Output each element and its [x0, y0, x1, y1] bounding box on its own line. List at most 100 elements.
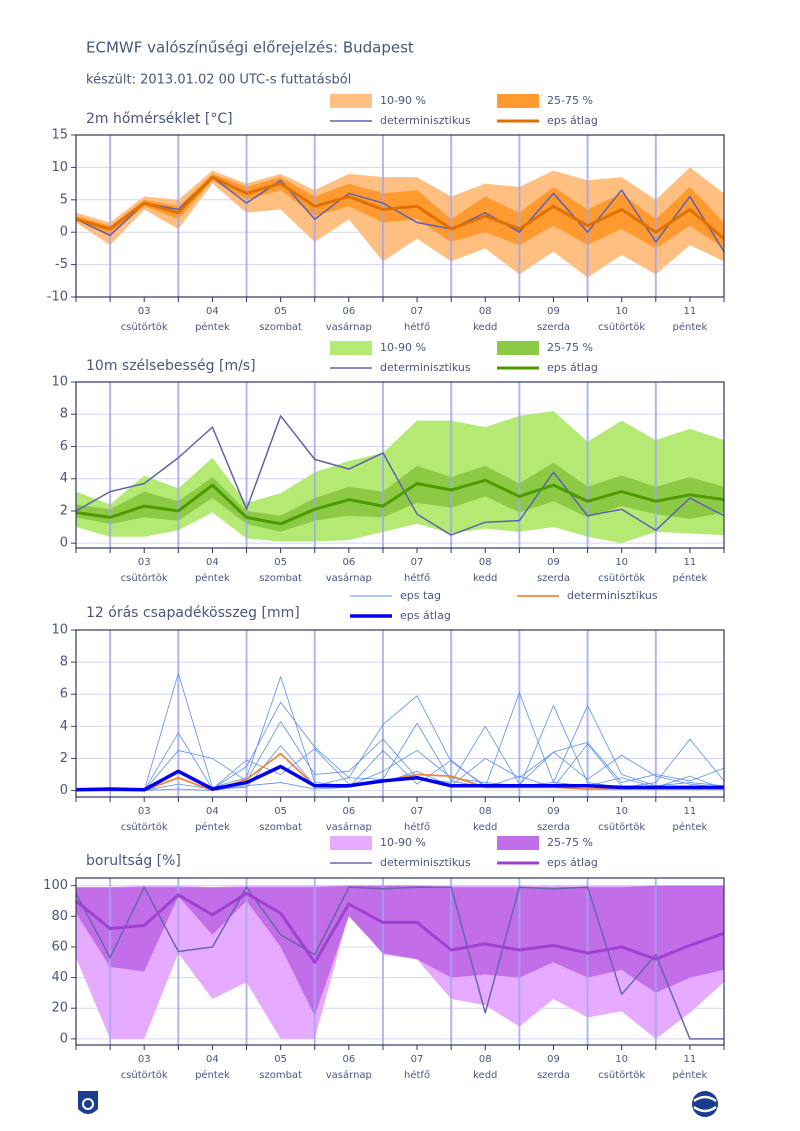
chart: 2m hőmérséklet [°C]-10-505101503csütörtö…: [47, 94, 725, 333]
legend-swatch: [497, 836, 539, 850]
x-weekday-label: hétfő: [404, 321, 430, 333]
x-weekday-label: szombat: [259, 822, 302, 833]
member-line: [75, 748, 725, 791]
y-tick-label: 6: [60, 439, 68, 454]
x-weekday-label: kedd: [473, 573, 497, 584]
x-date-label: 11: [684, 1054, 697, 1065]
x-date-label: 07: [411, 806, 424, 817]
plot-area: [75, 630, 725, 797]
member-line: [76, 721, 725, 791]
series-line: [75, 175, 725, 240]
y-tick-label: 10: [51, 375, 68, 390]
plot-area: [75, 135, 725, 297]
x-weekday-label: szerda: [537, 1070, 570, 1081]
legend-label: determinisztikus: [380, 856, 471, 869]
x-date-label: 07: [411, 557, 424, 568]
legend-label: 25-75 %: [547, 836, 593, 849]
x-date-label: 10: [615, 1054, 628, 1065]
page-subtitle: készült: 2013.01.02 00 UTC-s futtatásból: [86, 73, 351, 88]
member-line: [76, 743, 725, 791]
page-title: ECMWF valószínűségi előrejelzés: Budapes…: [86, 39, 414, 57]
plot-frame: [75, 381, 725, 549]
x-date-label: 08: [479, 1054, 492, 1065]
y-tick-label: 40: [51, 970, 68, 985]
y-tick-label: 8: [60, 407, 68, 422]
x-date-label: 09: [547, 1054, 560, 1065]
x-weekday-label: csütörtök: [598, 322, 645, 333]
x-weekday-label: szombat: [259, 1070, 302, 1081]
legend-label: 10-90 %: [380, 836, 426, 849]
legend-label: 25-75 %: [547, 94, 593, 107]
x-weekday-label: kedd: [473, 322, 497, 333]
band-area: [76, 462, 724, 532]
chart: borultság [%] 0 20 40 60 80 100 03 csütörtök 04 pé…: [43, 836, 725, 1081]
y-tick-label: 2: [60, 503, 68, 518]
x-weekday-label: kedd: [473, 1070, 497, 1081]
x-date-label: 04: [206, 557, 219, 568]
series-line: [75, 176, 725, 253]
x-date-label: 09: [547, 806, 560, 817]
x-weekday-label: csütörtök: [121, 1070, 168, 1081]
x-weekday-label: kedd: [473, 822, 497, 833]
x-date-label: 08: [479, 557, 492, 568]
y-tick-label: 4: [60, 719, 68, 734]
omsz-logo: [78, 1091, 98, 1114]
ecmwf-logo: [692, 1091, 718, 1117]
y-tick-label: 20: [51, 1001, 68, 1016]
x-date-label: 04: [206, 306, 219, 317]
legend-label: 10-90 %: [380, 341, 426, 354]
y-tick-label: 60: [51, 939, 68, 954]
x-weekday-label: csütörtök: [598, 1070, 645, 1081]
band-area: [76, 411, 724, 544]
y-tick-label: 0: [60, 783, 68, 798]
x-date-label: 10: [615, 557, 628, 568]
series-line: [75, 415, 725, 536]
x-weekday-label: csütörtök: [598, 822, 645, 833]
x-weekday-label: hétfő: [404, 1069, 430, 1081]
x-date-label: 11: [684, 557, 697, 568]
x-weekday-label: péntek: [673, 821, 708, 833]
y-tick-label: 0: [60, 225, 68, 240]
plot-area: [75, 382, 725, 548]
y-tick-label: 6: [60, 687, 68, 702]
x-weekday-label: szerda: [537, 322, 570, 333]
legend-swatch: [497, 341, 539, 355]
legend-label: eps átlag: [400, 609, 451, 622]
chart-title: 2m hőmérséklet [°C]: [86, 111, 233, 127]
y-tick-label: -5: [55, 257, 68, 272]
legend-label: 25-75 %: [547, 341, 593, 354]
series-line: [75, 478, 725, 526]
x-weekday-label: csütörtök: [121, 322, 168, 333]
legend-label: eps átlag: [547, 361, 598, 374]
x-weekday-label: péntek: [195, 1069, 230, 1081]
x-weekday-label: péntek: [195, 321, 230, 333]
legend-swatch: [497, 94, 539, 108]
plot-area: [75, 878, 725, 1045]
x-date-label: 11: [684, 306, 697, 317]
series-line: [75, 764, 724, 792]
x-date-label: 05: [274, 306, 287, 317]
chart: 10m szélsebesség [m/s] 0 2 4 6 8 10 03 csütörtök…: [51, 341, 725, 584]
legend-label: determinisztikus: [567, 589, 658, 602]
x-date-label: 03: [138, 1054, 151, 1065]
x-weekday-label: péntek: [673, 572, 708, 584]
x-weekday-label: csütörtök: [121, 822, 168, 833]
x-date-label: 06: [342, 557, 355, 568]
legend-label: determinisztikus: [380, 114, 471, 127]
legend-swatch: [330, 341, 372, 355]
x-weekday-label: szombat: [259, 322, 302, 333]
x-date-label: 08: [479, 806, 492, 817]
chart-title: borultság [%]: [86, 853, 181, 869]
x-date-label: 08: [479, 306, 492, 317]
plot-frame: [75, 629, 725, 798]
x-weekday-label: szerda: [537, 573, 570, 584]
x-weekday-label: péntek: [195, 572, 230, 584]
band-area: [76, 173, 724, 249]
x-weekday-label: vasárnap: [326, 821, 372, 833]
x-date-label: 03: [138, 806, 151, 817]
chart: 12 órás csapadékösszeg [mm] 0 2 4 6 8 10 03 csüt…: [51, 589, 725, 833]
x-date-label: 09: [547, 557, 560, 568]
y-tick-label: 10: [51, 623, 68, 638]
x-weekday-label: péntek: [195, 821, 230, 833]
chart-title: 12 órás csapadékösszeg [mm]: [86, 605, 300, 621]
